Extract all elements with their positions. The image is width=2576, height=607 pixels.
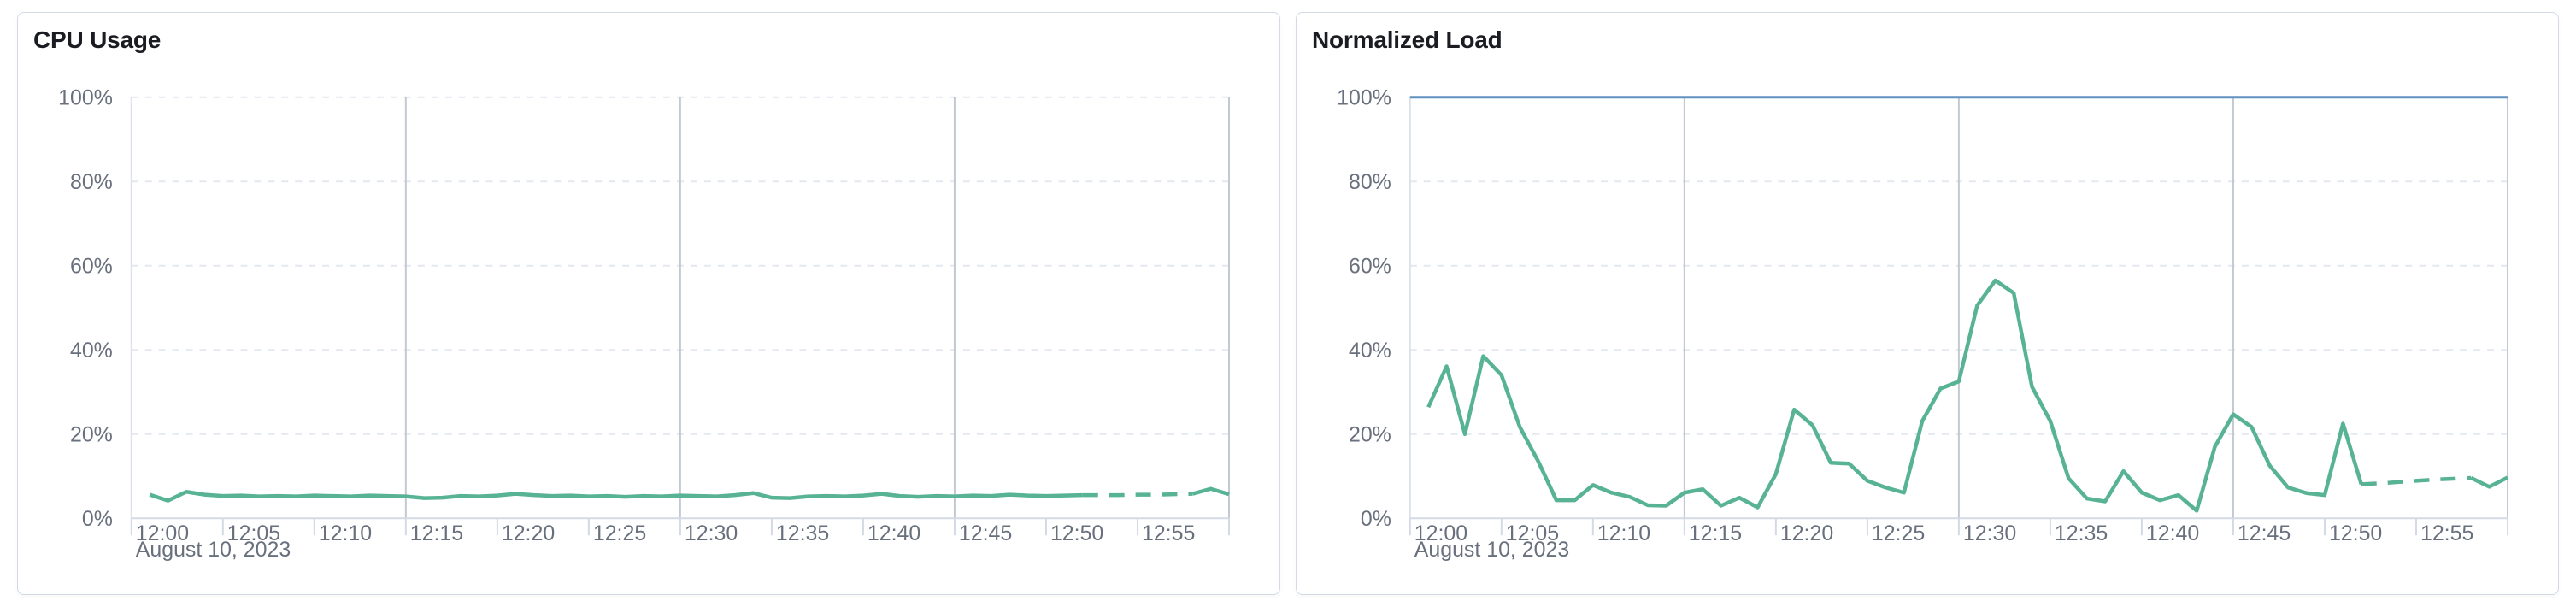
svg-text:12:05: 12:05 <box>1506 522 1559 545</box>
svg-text:12:40: 12:40 <box>2146 522 2199 545</box>
gridlines <box>130 96 1230 520</box>
series-projection <box>2361 475 2472 486</box>
cpu-usage-chart[interactable]: 12:00 12:05 12:10 12:15 12:20 12:25 12:30 12:35… <box>18 13 1279 594</box>
cpu-usage-chart-svg[interactable]: 12:00 12:05 12:10 12:15 12:20 12:25 12:30 12:35… <box>18 13 1279 594</box>
gridlines <box>1409 96 2508 520</box>
svg-text:12:15: 12:15 <box>410 522 463 545</box>
panel-normalized-load: Normalized Load 12:00 12:05 12:10 12:15 12:2… <box>1296 12 2559 595</box>
svg-text:12:05: 12:05 <box>227 522 280 545</box>
svg-text:12:50: 12:50 <box>2329 522 2382 545</box>
svg-text:100%: 100% <box>58 86 113 110</box>
svg-text:80%: 80% <box>70 170 113 194</box>
x-axis-date-label: August 10, 2023 <box>1414 538 1569 562</box>
svg-text:12:00: 12:00 <box>1414 522 1467 545</box>
series-projection <box>1082 492 1193 498</box>
panel-cpu-usage: CPU Usage 12:00 12:05 12:10 12:15 12:20 12:25… <box>17 12 1280 595</box>
svg-text:40%: 40% <box>1349 339 1391 362</box>
panel-title-normalized-load: Normalized Load <box>1312 27 1503 53</box>
svg-text:0%: 0% <box>82 507 113 531</box>
svg-text:12:50: 12:50 <box>1050 522 1103 545</box>
svg-text:0%: 0% <box>1361 507 1391 531</box>
series-line-tail <box>1191 486 1230 497</box>
svg-text:80%: 80% <box>1349 170 1391 194</box>
svg-text:12:45: 12:45 <box>959 522 1012 545</box>
svg-text:100%: 100% <box>1337 86 1391 110</box>
svg-text:12:20: 12:20 <box>502 522 555 545</box>
svg-text:12:55: 12:55 <box>2420 522 2473 545</box>
svg-text:12:40: 12:40 <box>867 522 920 545</box>
svg-text:60%: 60% <box>70 255 113 279</box>
svg-text:12:35: 12:35 <box>2055 522 2108 545</box>
x-axis-ticks <box>1409 518 2508 536</box>
svg-text:12:25: 12:25 <box>593 522 646 545</box>
x-axis-ticks <box>130 518 1230 536</box>
series-line <box>149 490 1083 503</box>
x-axis-labels: 12:00 12:05 12:10 12:15 12:20 12:25 12:30 12:35… <box>136 522 1196 562</box>
svg-text:12:25: 12:25 <box>1872 522 1925 545</box>
svg-text:12:30: 12:30 <box>1963 522 2016 545</box>
normalized-load-chart[interactable]: 12:00 12:05 12:10 12:15 12:20 12:25 12:30 12:35… <box>1297 13 2558 594</box>
panel-title-cpu-usage: CPU Usage <box>33 27 162 53</box>
svg-text:20%: 20% <box>70 423 113 447</box>
svg-text:12:00: 12:00 <box>136 522 189 545</box>
svg-text:12:35: 12:35 <box>776 522 829 545</box>
svg-text:12:45: 12:45 <box>2238 522 2291 545</box>
svg-text:12:10: 12:10 <box>1597 522 1650 545</box>
svg-text:12:30: 12:30 <box>685 522 738 545</box>
y-axis-labels: 0% 20% 40% 60% 80% 100% <box>58 86 113 532</box>
svg-text:60%: 60% <box>1349 255 1391 279</box>
svg-text:12:20: 12:20 <box>1780 522 1833 545</box>
series-line <box>1426 278 2363 513</box>
x-axis-labels: 12:00 12:05 12:10 12:15 12:20 12:25 12:30 12:35… <box>1414 522 2474 562</box>
x-axis-date-label: August 10, 2023 <box>136 538 291 562</box>
series-line-tail <box>2470 475 2509 489</box>
svg-text:40%: 40% <box>70 339 113 362</box>
svg-text:12:15: 12:15 <box>1689 522 1742 545</box>
svg-text:20%: 20% <box>1349 423 1391 447</box>
svg-text:12:10: 12:10 <box>319 522 372 545</box>
normalized-load-chart-svg[interactable]: 12:00 12:05 12:10 12:15 12:20 12:25 12:30 12:35… <box>1297 13 2558 594</box>
svg-text:12:55: 12:55 <box>1142 522 1195 545</box>
y-axis-labels: 0% 20% 40% 60% 80% 100% <box>1337 86 1391 532</box>
